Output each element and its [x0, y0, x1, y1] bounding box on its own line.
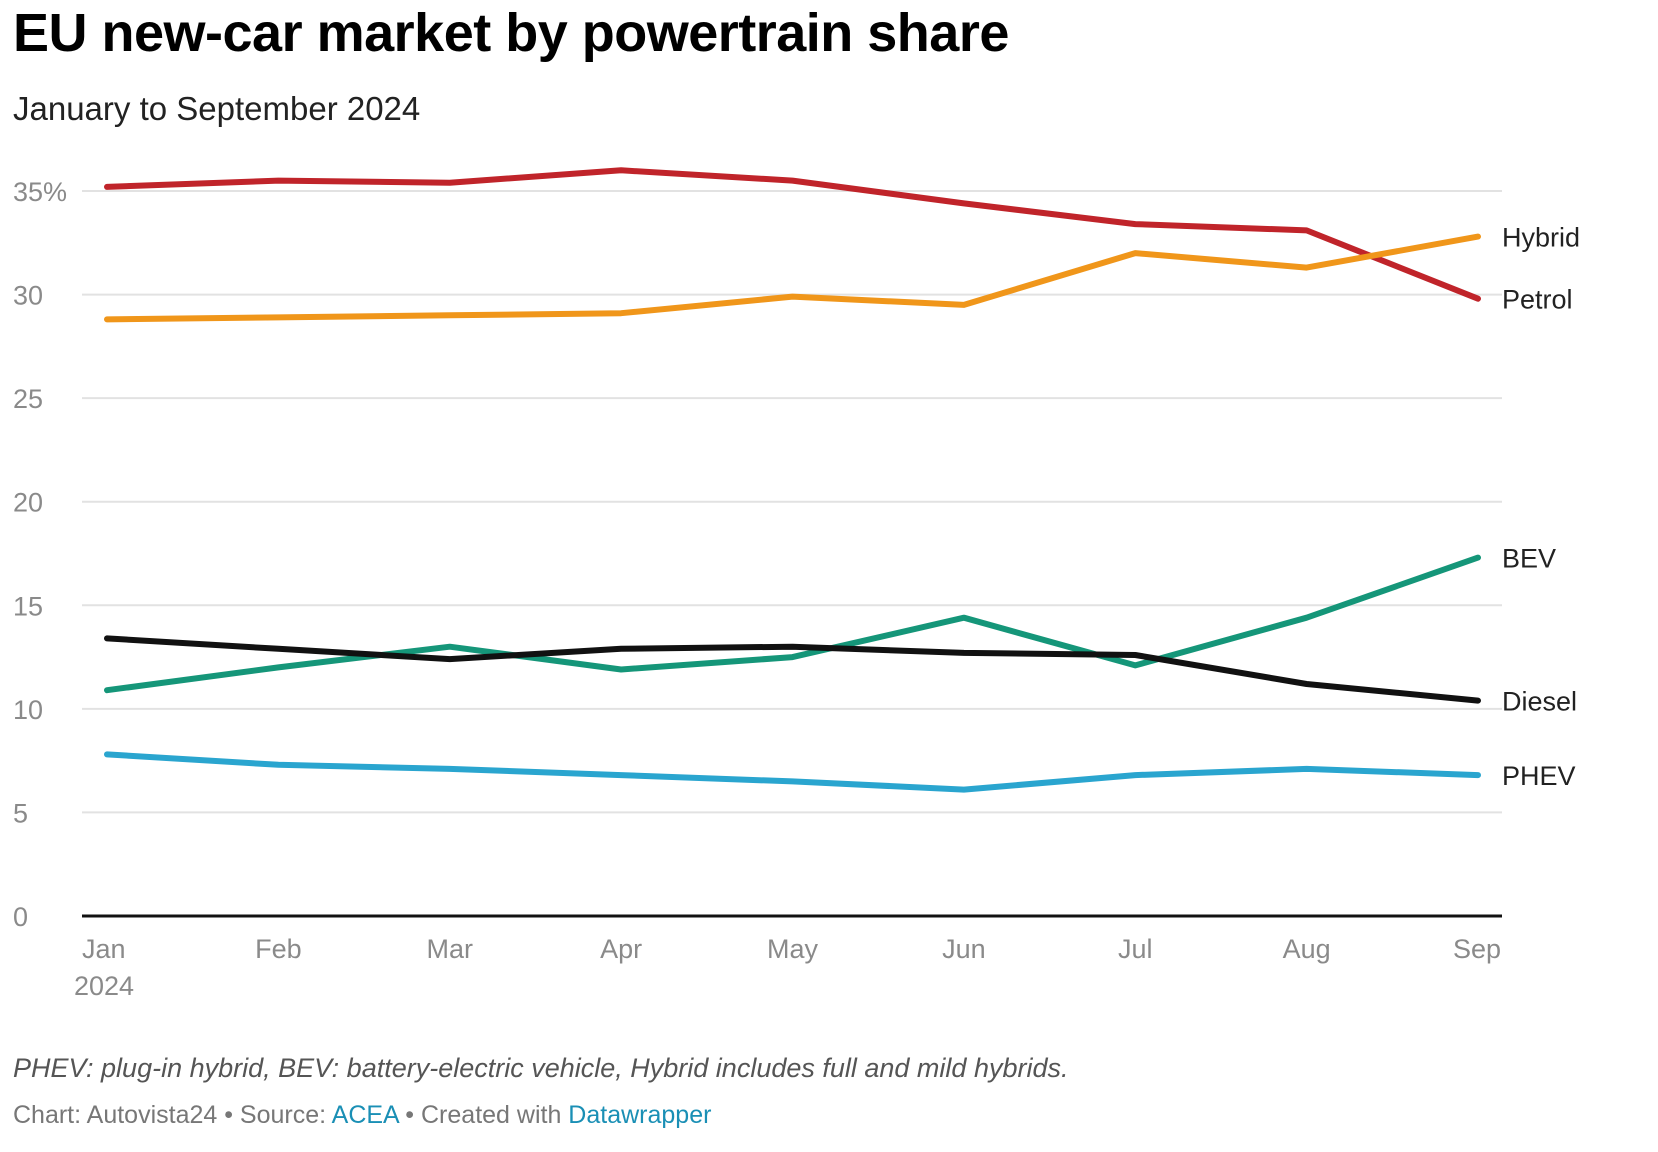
x-tick-label: Mar: [427, 934, 474, 964]
datawrapper-link[interactable]: Datawrapper: [568, 1101, 712, 1129]
y-axis-ticks: 0 5 10 15 20 25 30 35%: [13, 177, 67, 932]
chart-notes: PHEV: plug-in hybrid, BEV: battery-elect…: [13, 1053, 1069, 1083]
source-link[interactable]: ACEA: [331, 1101, 399, 1129]
grid-lines: [82, 190, 1502, 918]
x-tick-label: Apr: [600, 934, 642, 964]
chart-subtitle: January to September 2024: [13, 90, 421, 127]
series-lines: [104, 167, 1481, 793]
x-tick-year-label: 2024: [74, 971, 134, 1001]
y-tick-label: 10: [13, 695, 43, 725]
series-label-petrol: Petrol: [1502, 285, 1573, 315]
series-label-phev: PHEV: [1502, 761, 1576, 791]
series-label-hybrid: Hybrid: [1502, 223, 1580, 253]
x-tick-label: May: [767, 934, 819, 964]
y-tick-label: 0: [13, 902, 28, 932]
y-tick-label: 30: [13, 281, 43, 311]
y-tick-label: 35%: [13, 177, 67, 207]
series-line-phev: [104, 751, 1481, 793]
series-line-hybrid: [104, 233, 1481, 323]
x-tick-label: Aug: [1283, 934, 1331, 964]
series-label-bev: BEV: [1502, 544, 1556, 574]
x-axis-ticks: Jan Feb Mar Apr May Jun Jul Aug Sep 2024: [74, 934, 1501, 1001]
series-label-diesel: Diesel: [1502, 687, 1577, 717]
x-tick-label: Jun: [942, 934, 986, 964]
credit-text: Chart: Autovista24 • Source:: [13, 1101, 332, 1129]
x-tick-label: Sep: [1453, 934, 1501, 964]
x-tick-label: Feb: [255, 934, 302, 964]
y-tick-label: 15: [13, 591, 43, 621]
x-tick-label: Jul: [1118, 934, 1153, 964]
series-line-petrol: [104, 167, 1481, 302]
y-tick-label: 25: [13, 384, 43, 414]
y-tick-label: 5: [13, 798, 28, 828]
series-line-diesel: [104, 635, 1481, 704]
series-line-bev: [104, 554, 1481, 694]
chart-title: EU new-car market by powertrain share: [13, 3, 1009, 63]
chart-credits: Chart: Autovista24 • Source: ACEA • Crea…: [13, 1101, 711, 1130]
series-labels: Petrol Hybrid BEV Diesel PHEV: [1502, 223, 1580, 792]
created-with-text: • Created with: [398, 1101, 569, 1129]
x-tick-label: Jan: [82, 934, 126, 964]
y-tick-label: 20: [13, 488, 43, 518]
